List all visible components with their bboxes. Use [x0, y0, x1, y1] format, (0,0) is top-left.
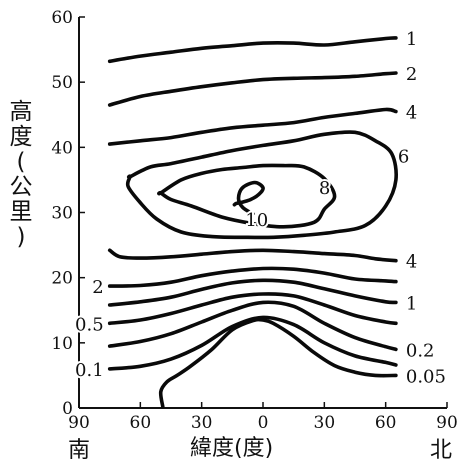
y-axis-title-char: ): [16, 224, 26, 250]
y-tick-label: 40: [51, 138, 73, 158]
contour-line: [107, 107, 398, 146]
x-tick-label: 0: [258, 413, 269, 433]
x-tick-label: 30: [314, 413, 336, 433]
contour-line: [107, 292, 398, 326]
y-tick-label: 0: [62, 399, 73, 419]
y-axis-title-char: 里: [9, 199, 33, 225]
y-tick-label: 20: [51, 269, 73, 289]
contour-line: [107, 36, 398, 64]
contour-label: 0.1: [75, 360, 104, 381]
contour-label: 2: [406, 64, 417, 85]
contour-label: 4: [406, 252, 417, 273]
contour-line: [107, 266, 398, 288]
contour-line: [158, 317, 398, 409]
x-axis-title: 緯度(度): [190, 436, 274, 461]
y-tick-label: 30: [51, 204, 73, 224]
y-axis-title-char: 高: [9, 99, 33, 125]
x-tick-label: 30: [191, 413, 213, 433]
y-axis-title-char: 度: [9, 124, 33, 150]
x-tick-label: 90: [68, 413, 90, 433]
contour-label: 0.2: [406, 340, 435, 361]
y-axis-title-char: 公: [9, 174, 33, 200]
y-tick-label: 10: [51, 334, 73, 354]
y-tick-label: 60: [51, 8, 73, 28]
contour-line: [107, 278, 398, 307]
contour-label: 0.5: [75, 314, 104, 335]
contour-label: 2: [92, 277, 103, 298]
x-tick-label: 90: [436, 413, 458, 433]
y-axis-title: 高 度 ( 公 里 ): [6, 100, 36, 250]
y-axis-title-char: (: [16, 149, 26, 175]
contour-label: 1: [406, 293, 417, 314]
x-tick-label: 60: [375, 413, 397, 433]
x-tick-label: 60: [130, 413, 152, 433]
contour-label: 6: [398, 146, 409, 167]
north-label: 北: [430, 438, 453, 463]
contour-line: [125, 130, 398, 240]
contour-label: 4: [406, 102, 417, 123]
y-tick-label: 50: [51, 73, 73, 93]
contour-label: 10: [245, 210, 268, 231]
contour-label: 1: [406, 29, 417, 50]
contour-line: [107, 300, 398, 352]
contour-line: [107, 71, 398, 107]
contour-label: 0.05: [406, 366, 446, 387]
contour-line: [107, 248, 398, 263]
contour-line: [157, 163, 337, 229]
contour-label: 8: [319, 178, 330, 199]
south-label: 南: [68, 438, 91, 463]
contour-line: [232, 180, 265, 216]
contour-line: [107, 315, 398, 371]
